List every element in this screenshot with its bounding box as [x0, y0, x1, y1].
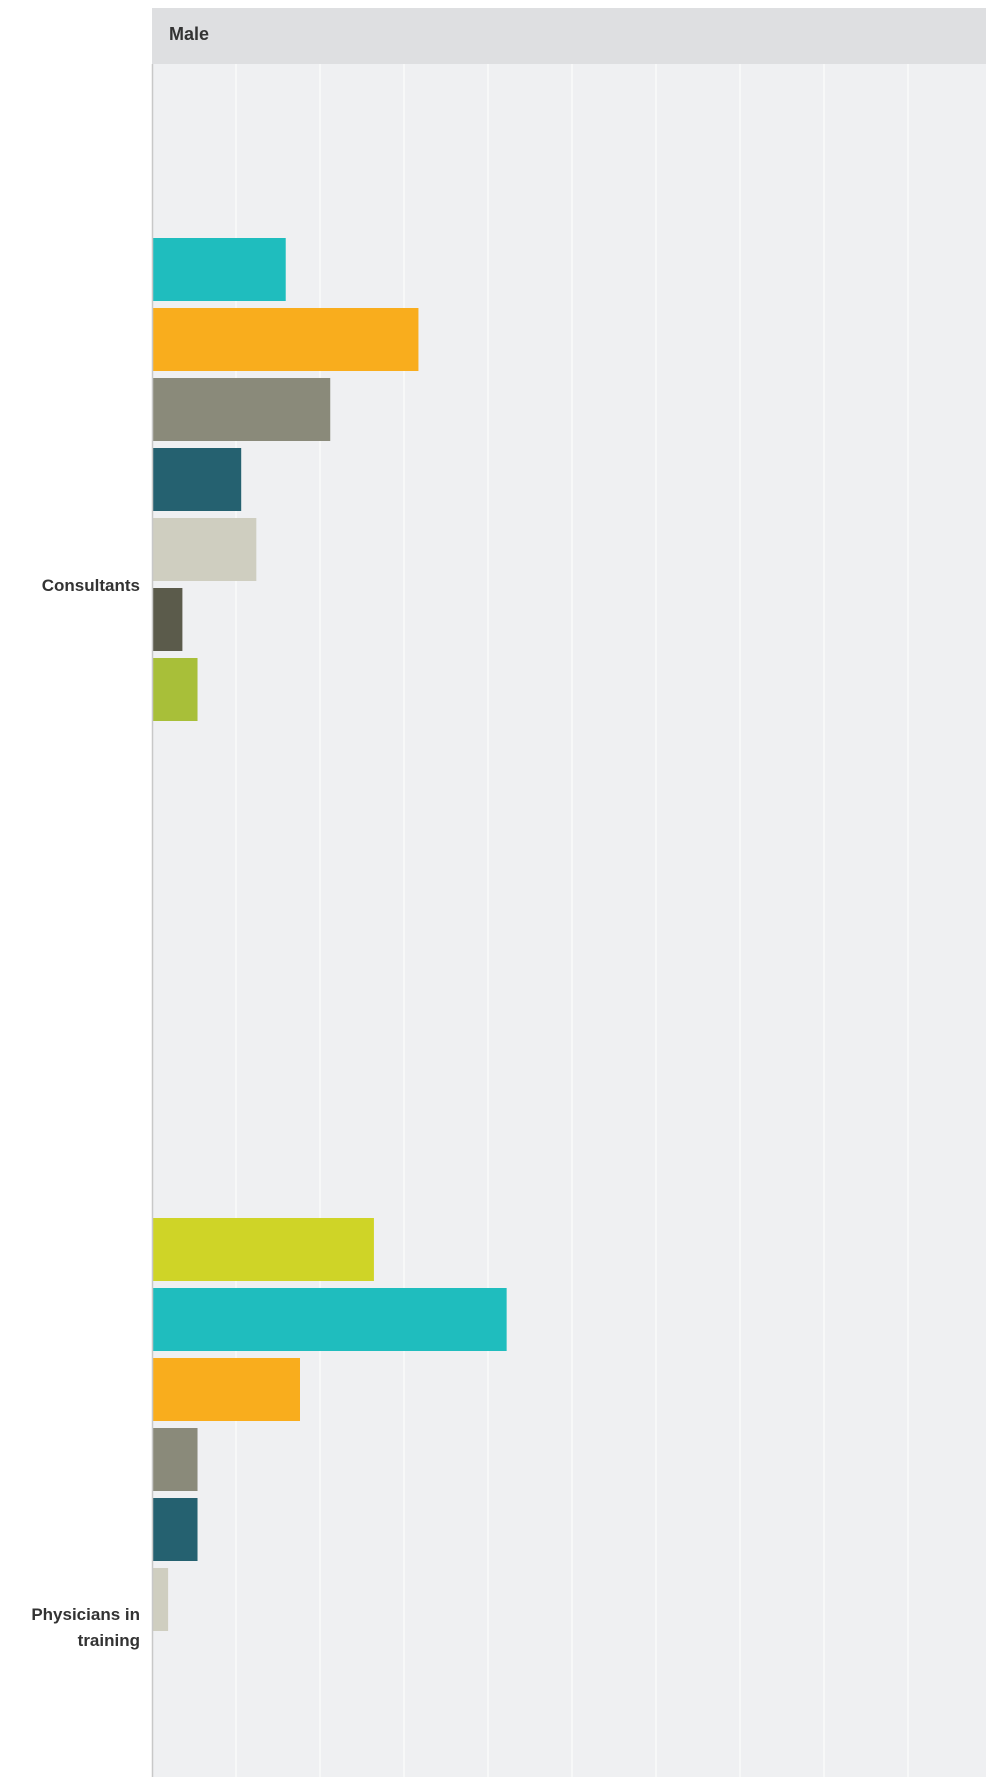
bar-consultants-4: [153, 448, 242, 511]
bar-consultants-6: [153, 588, 183, 651]
bar-physicians-in-training-4: [153, 1428, 198, 1491]
bar-physicians-in-training-3: [153, 1358, 300, 1421]
bar-physicians-in-training-5: [153, 1498, 198, 1561]
bar-consultants-3: [153, 378, 331, 441]
category-label-physicians-in-training: Physicians in training: [31, 1605, 140, 1650]
bar-consultants-2: [153, 308, 419, 371]
panel-title: Male: [169, 24, 210, 44]
bar-physicians-in-training-6: [153, 1568, 169, 1631]
category-label-consultants: Consultants: [41, 576, 140, 595]
panel-header: Male: [152, 8, 986, 64]
bar-consultants-1: [153, 238, 286, 301]
bar-consultants-7: [153, 658, 198, 721]
bar-physicians-in-training-2: [153, 1288, 507, 1351]
bar-consultants-5: [153, 518, 257, 581]
bar-physicians-in-training-1: [153, 1218, 374, 1281]
